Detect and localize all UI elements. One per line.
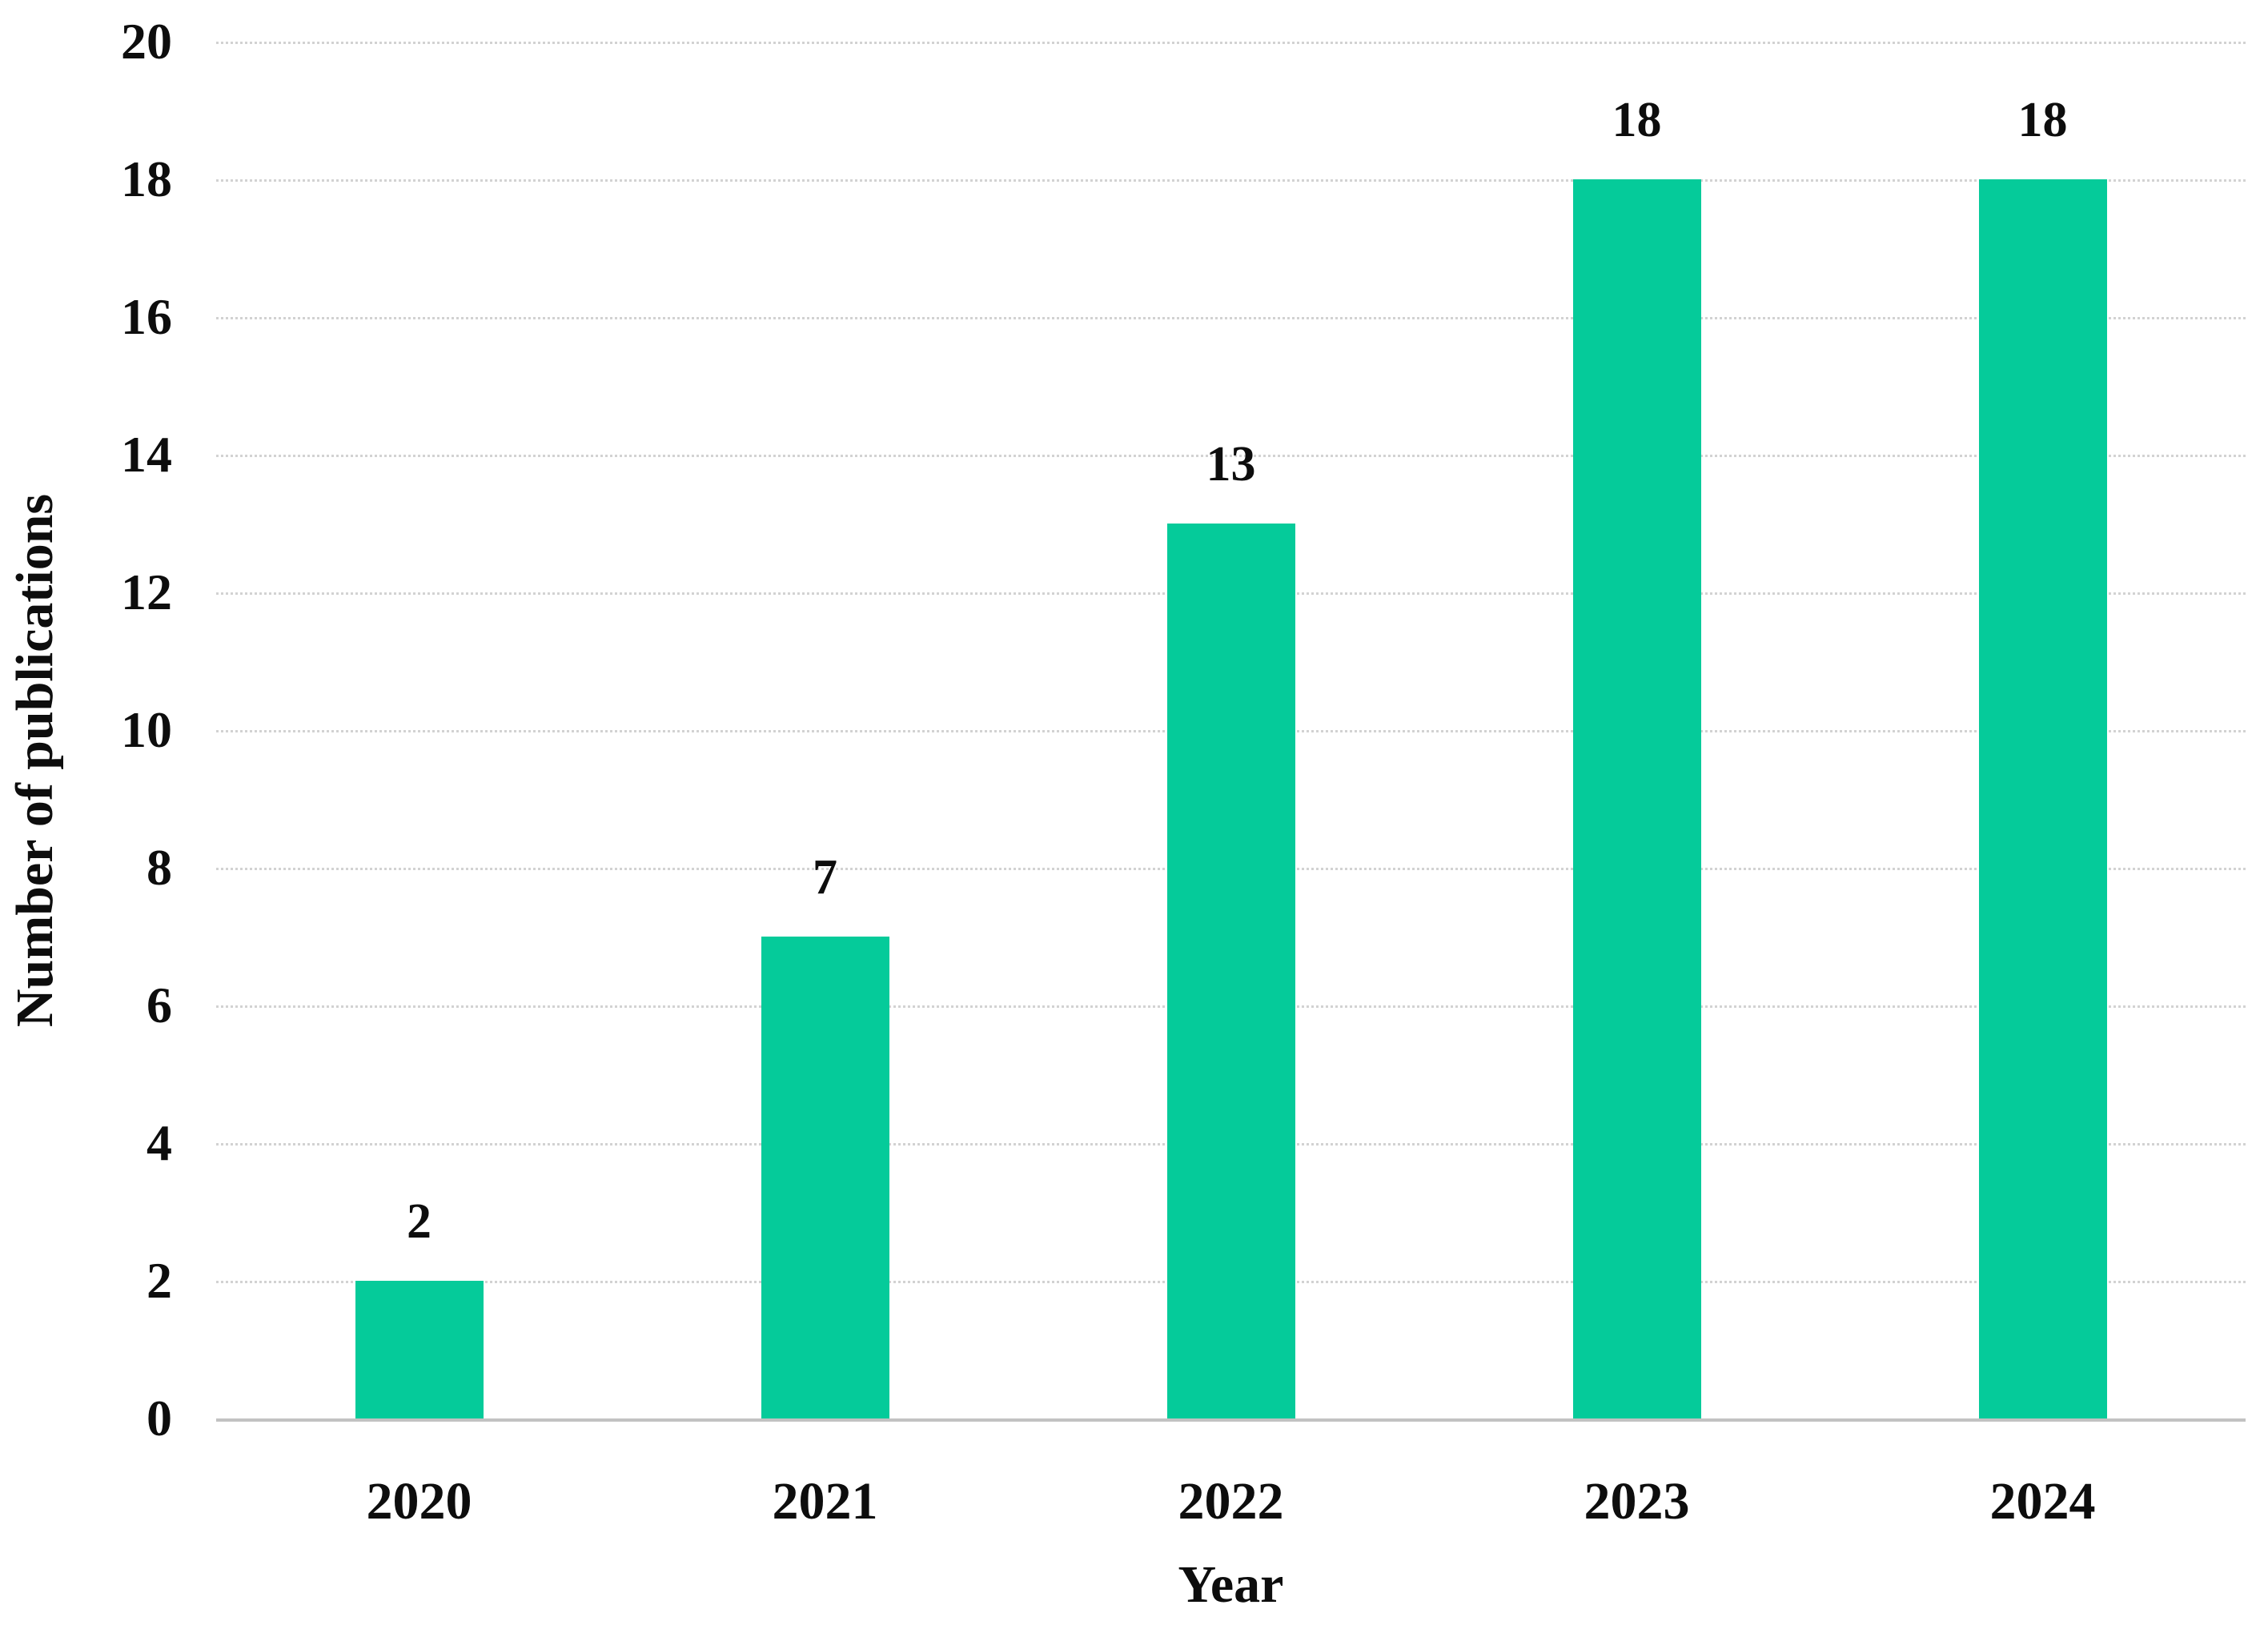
x-tick-label: 2024 — [1989, 1472, 2096, 1531]
x-tick-label: 2020 — [366, 1472, 472, 1531]
y-tick-label: 0 — [147, 1390, 172, 1446]
bar-value-label: 7 — [813, 850, 837, 905]
bar-value-label: 18 — [2017, 93, 2068, 147]
bar-2024 — [1978, 179, 2107, 1418]
y-tick-label: 6 — [147, 977, 172, 1033]
bar-value-label: 13 — [1206, 437, 1256, 492]
bar-value-label: 18 — [1612, 93, 1662, 147]
y-tick-label: 14 — [121, 426, 172, 483]
y-tick-label: 4 — [147, 1114, 172, 1171]
bar-2020 — [355, 1281, 484, 1418]
y-tick-label: 10 — [121, 701, 172, 758]
bar-value-label: 2 — [407, 1194, 432, 1249]
gridline — [216, 455, 2246, 457]
bar-2023 — [1572, 179, 1701, 1418]
gridline — [216, 179, 2246, 182]
y-tick-label: 18 — [121, 150, 172, 207]
y-tick-label: 12 — [121, 564, 172, 620]
y-tick-label: 2 — [147, 1252, 172, 1309]
bar-2021 — [761, 937, 889, 1418]
x-tick-label: 2022 — [1178, 1472, 1284, 1531]
x-tick-label: 2021 — [772, 1472, 878, 1531]
y-tick-label: 16 — [121, 288, 172, 345]
gridline — [216, 317, 2246, 319]
x-axis-title: Year — [1178, 1555, 1284, 1614]
bar-2022 — [1166, 524, 1295, 1418]
x-tick-label: 2023 — [1584, 1472, 1690, 1531]
y-tick-label: 8 — [147, 839, 172, 896]
gridline — [216, 42, 2246, 44]
x-axis-line — [216, 1418, 2246, 1422]
y-tick-label: 20 — [121, 13, 172, 70]
